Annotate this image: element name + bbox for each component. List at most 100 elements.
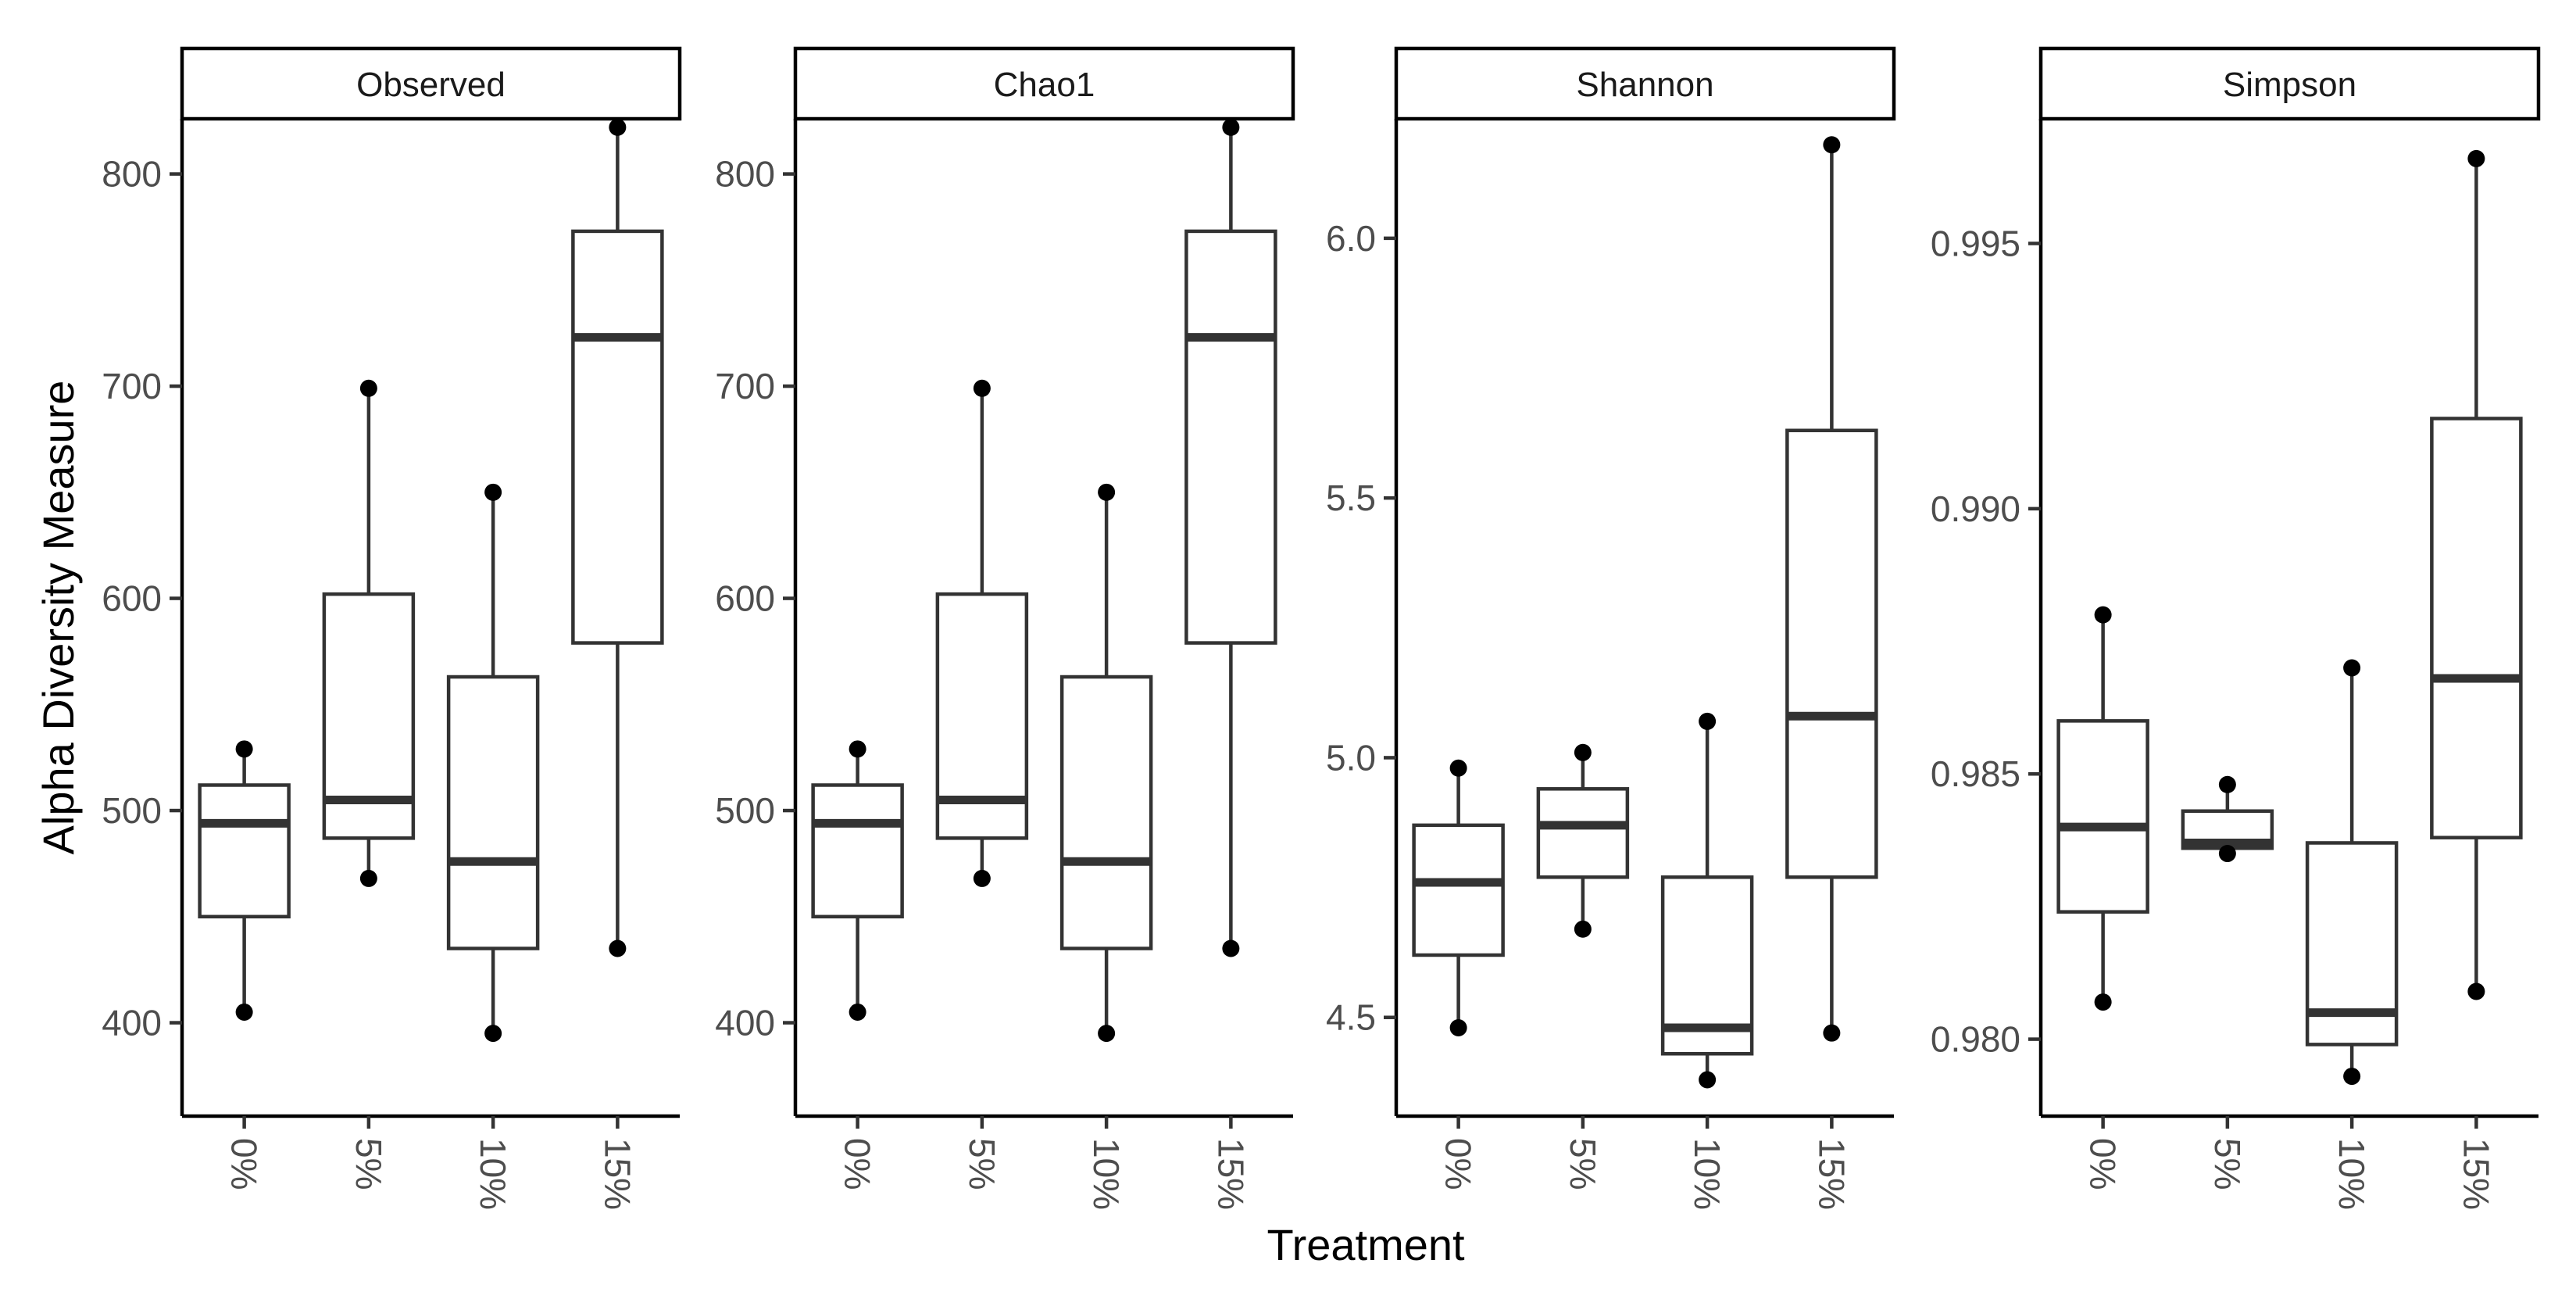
box-simpson-1	[2181, 775, 2274, 863]
max-point	[1222, 118, 1240, 136]
max-point	[973, 379, 991, 397]
max-point	[235, 740, 253, 758]
box-body	[198, 783, 291, 919]
max-point	[359, 379, 377, 397]
facet-title: Simpson	[2223, 66, 2356, 104]
y-tick-label: 400	[715, 1003, 775, 1043]
box-shannon-3	[1785, 136, 1878, 1042]
min-point	[609, 939, 627, 957]
min-point	[1699, 1071, 1717, 1089]
facet-shannon: Shannon 4.5 5.0 5.5 6.0 0% 5% 10% 15%	[1326, 46, 1896, 1210]
min-point	[2094, 993, 2112, 1011]
max-point	[2467, 149, 2485, 167]
max-point	[609, 118, 627, 136]
x-tick-label: 10%	[2331, 1138, 2372, 1210]
min-point	[484, 1025, 502, 1043]
box-body	[2056, 719, 2149, 914]
max-point	[849, 740, 866, 758]
y-tick-label: 700	[715, 366, 775, 406]
x-tick-label: 0%	[2083, 1138, 2124, 1190]
x-axis-title: Treatment	[1267, 1220, 1465, 1269]
min-point	[849, 1003, 866, 1021]
x-tick-label: 0%	[1438, 1138, 1479, 1190]
y-tick-label: 0.995	[1931, 224, 2020, 264]
box-observed-2	[446, 483, 540, 1043]
box-body	[1059, 675, 1153, 950]
y-tick-label: 6.0	[1326, 218, 1376, 259]
x-tick-label: 10%	[473, 1138, 513, 1210]
facet-panels: Observed 400 500 600 700 800 0% 5% 10% 15% Chao1 40…	[102, 46, 2541, 1210]
facet-title: Observed	[356, 66, 506, 104]
min-point	[359, 869, 377, 887]
facet-strip	[793, 46, 1295, 121]
box-body	[1184, 229, 1277, 645]
min-point	[1823, 1024, 1841, 1042]
y-tick-label: 600	[102, 578, 162, 619]
y-tick-label: 600	[715, 578, 775, 619]
facet-observed: Observed 400 500 600 700 800 0% 5% 10% 15%	[102, 46, 682, 1210]
box-shannon-0	[1412, 759, 1505, 1037]
box-chao1-3	[1184, 118, 1277, 957]
box-observed-1	[322, 379, 416, 887]
max-point	[2094, 606, 2112, 624]
facet-strip	[180, 46, 682, 121]
box-body	[1785, 428, 1878, 879]
max-point	[1098, 483, 1116, 501]
y-axis-title: Alpha Diversity Measure	[34, 381, 83, 855]
y-tick-label: 800	[715, 154, 775, 195]
x-tick-label: 15%	[597, 1138, 638, 1210]
box-chao1-1	[935, 379, 1029, 887]
y-tick-label: 0.990	[1931, 488, 2020, 529]
x-tick-label: 15%	[1210, 1138, 1251, 1210]
x-tick-label: 5%	[1563, 1138, 1603, 1190]
box-observed-3	[571, 118, 664, 957]
min-point	[2218, 845, 2236, 863]
min-point	[2343, 1068, 2361, 1086]
y-tick-label: 500	[715, 790, 775, 831]
y-tick-label: 5.0	[1326, 737, 1376, 778]
box-observed-0	[198, 740, 291, 1021]
max-point	[1823, 136, 1841, 154]
y-tick-label: 5.5	[1326, 478, 1376, 518]
min-point	[2467, 982, 2485, 1000]
x-tick-label: 10%	[1687, 1138, 1727, 1210]
x-tick-label: 15%	[1811, 1138, 1852, 1210]
box-body	[446, 675, 540, 950]
y-tick-label: 500	[102, 790, 162, 831]
max-point	[2343, 659, 2361, 677]
box-body	[1536, 787, 1630, 879]
facet-strip	[1394, 46, 1896, 121]
max-point	[1449, 759, 1467, 777]
box-body	[571, 229, 664, 645]
y-tick-label: 0.985	[1931, 753, 2020, 794]
min-point	[1098, 1025, 1116, 1043]
box-chao1-2	[1059, 483, 1153, 1043]
x-tick-label: 0%	[224, 1138, 265, 1190]
min-point	[1222, 939, 1240, 957]
max-point	[1574, 743, 1592, 761]
max-point	[1699, 712, 1717, 730]
y-tick-label: 700	[102, 366, 162, 406]
box-body	[2430, 417, 2523, 839]
x-tick-label: 5%	[962, 1138, 1002, 1190]
x-tick-label: 0%	[838, 1138, 878, 1190]
x-tick-label: 10%	[1086, 1138, 1127, 1210]
min-point	[1449, 1019, 1467, 1037]
y-tick-label: 400	[102, 1003, 162, 1043]
max-point	[2218, 775, 2236, 793]
box-simpson-0	[2056, 606, 2149, 1011]
y-tick-label: 800	[102, 154, 162, 195]
box-chao1-0	[811, 740, 904, 1021]
y-tick-label: 0.980	[1931, 1019, 2020, 1060]
min-point	[235, 1003, 253, 1021]
box-body	[811, 783, 904, 919]
min-point	[973, 869, 991, 887]
facet-title: Chao1	[994, 66, 1095, 104]
facet-title: Shannon	[1576, 66, 1713, 104]
box-simpson-2	[2305, 659, 2399, 1086]
facet-strip	[2038, 46, 2541, 121]
x-tick-label: 5%	[348, 1138, 389, 1190]
box-shannon-2	[1660, 712, 1754, 1089]
box-body	[1412, 823, 1505, 957]
